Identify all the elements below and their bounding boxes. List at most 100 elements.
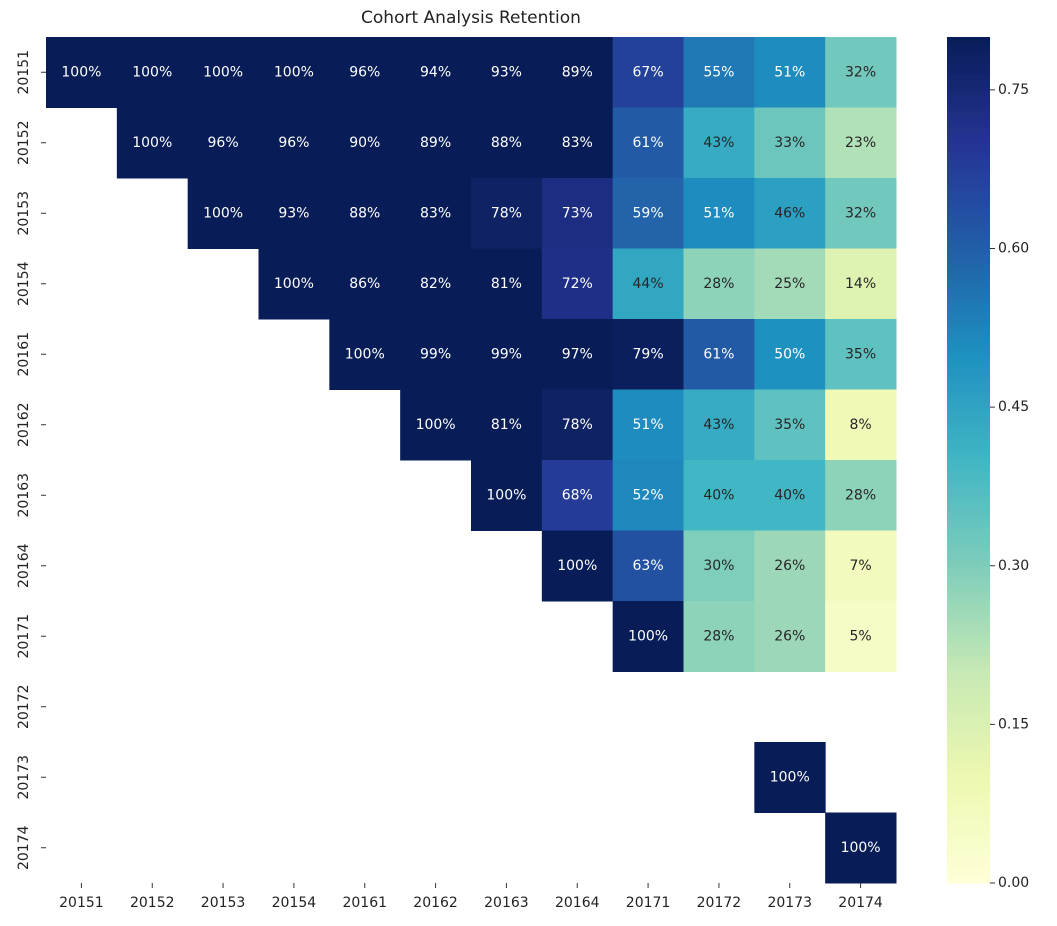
colorbar-slice (947, 771, 990, 778)
cell-label: 51% (633, 417, 664, 433)
heatmap-cell (258, 107, 330, 179)
heatmap-cell (400, 248, 472, 320)
heatmap-cell (541, 530, 614, 602)
cell-label: 100% (345, 346, 385, 362)
colorbar-slice (947, 544, 990, 551)
y-tick-label: 20154 (16, 261, 32, 306)
colorbar-slice (947, 676, 990, 683)
heatmap-cell (400, 389, 472, 461)
heatmap-cell (825, 37, 897, 108)
colorbar-slice (947, 824, 990, 831)
colorbar-slice (947, 68, 990, 75)
x-tick-label: 20152 (130, 895, 175, 911)
colorbar-slice (947, 660, 990, 667)
cell-label: 96% (278, 135, 309, 151)
colorbar-slice (947, 364, 990, 371)
cell-label: 93% (491, 64, 522, 80)
colorbar-slice (947, 306, 990, 313)
cell-label: 43% (703, 135, 734, 151)
colorbar-slice (947, 148, 990, 154)
cell-label: 7% (849, 558, 871, 574)
cell-label: 30% (703, 558, 734, 574)
x-tick-label: 20162 (413, 895, 458, 911)
colorbar-slice (947, 645, 990, 651)
colorbar-tick-label: 0.15 (998, 716, 1029, 732)
colorbar-slice (947, 534, 990, 540)
colorbar-slice (947, 793, 990, 799)
colorbar-slice (947, 412, 990, 419)
heatmap-cell (258, 37, 330, 108)
colorbar-slice (947, 428, 990, 435)
colorbar-slice (947, 613, 990, 620)
heatmap-cell (400, 319, 472, 390)
cell-label: 67% (633, 64, 664, 80)
colorbar-slice (947, 671, 990, 678)
cell-label: 100% (557, 558, 597, 574)
heatmap-cell (754, 389, 826, 461)
colorbar-slice (947, 190, 990, 197)
colorbar-slice (947, 687, 990, 694)
cell-label: 68% (562, 487, 593, 503)
heatmap-cell (683, 460, 755, 531)
cell-label: 32% (845, 205, 876, 221)
heatmap-cell (612, 37, 684, 108)
colorbar-slice (947, 497, 990, 503)
colorbar-slice (947, 111, 990, 117)
heatmap-cell (612, 319, 684, 390)
colorbar-slice (947, 322, 990, 329)
colorbar-tick-label: 0.30 (998, 558, 1029, 574)
colorbar-slice (947, 512, 990, 519)
heatmap-cell (754, 742, 826, 813)
colorbar-slice (947, 354, 990, 361)
heatmap-cell (612, 389, 684, 461)
cell-label: 8% (849, 417, 871, 433)
cell-label: 94% (420, 64, 451, 80)
colorbar-slice (947, 528, 990, 535)
cell-label: 28% (703, 628, 734, 644)
heatmap-cell (683, 248, 755, 320)
colorbar-slice (947, 639, 990, 646)
cell-label: 100% (132, 135, 172, 151)
cell-label: 51% (703, 205, 734, 221)
cell-label: 96% (349, 64, 380, 80)
colorbar-slice (947, 142, 990, 149)
cell-label: 83% (420, 205, 451, 221)
colorbar-slice (947, 814, 990, 821)
colorbar-slice (947, 454, 990, 461)
colorbar-slice (947, 296, 990, 302)
x-tick-label: 20161 (342, 895, 387, 911)
cell-label: 26% (774, 558, 805, 574)
colorbar-slice (947, 861, 990, 868)
cell-label: 100% (416, 417, 456, 433)
y-tick-label: 20161 (16, 332, 32, 377)
colorbar-slice (947, 206, 990, 213)
colorbar-slice (947, 200, 990, 207)
colorbar-slice (947, 195, 990, 202)
colorbar-slice (947, 89, 990, 96)
heatmap-cell (754, 601, 826, 672)
cell-label: 52% (633, 487, 664, 503)
heatmap-cell (754, 530, 826, 602)
colorbar-slice (947, 470, 990, 477)
heatmap-cell (400, 107, 472, 179)
colorbar-slice (947, 481, 990, 488)
cell-label: 90% (349, 135, 380, 151)
heatmap-cell (825, 319, 897, 390)
cell-label: 28% (703, 276, 734, 292)
colorbar-slice (947, 740, 990, 747)
colorbar-slice (947, 301, 990, 308)
colorbar-slice (947, 523, 990, 530)
colorbar-slice (947, 703, 990, 710)
x-tick-label: 20171 (626, 895, 671, 911)
heatmap-cell (825, 178, 897, 249)
cell-label: 100% (274, 64, 314, 80)
y-tick-label: 20171 (16, 614, 32, 659)
colorbar-slice (947, 259, 990, 265)
cell-label: 32% (845, 64, 876, 80)
cell-label: 97% (562, 346, 593, 362)
colorbar-slice (947, 708, 990, 715)
colorbar-slice (947, 274, 990, 281)
colorbar-slice (947, 734, 990, 741)
colorbar-slice (947, 343, 990, 350)
